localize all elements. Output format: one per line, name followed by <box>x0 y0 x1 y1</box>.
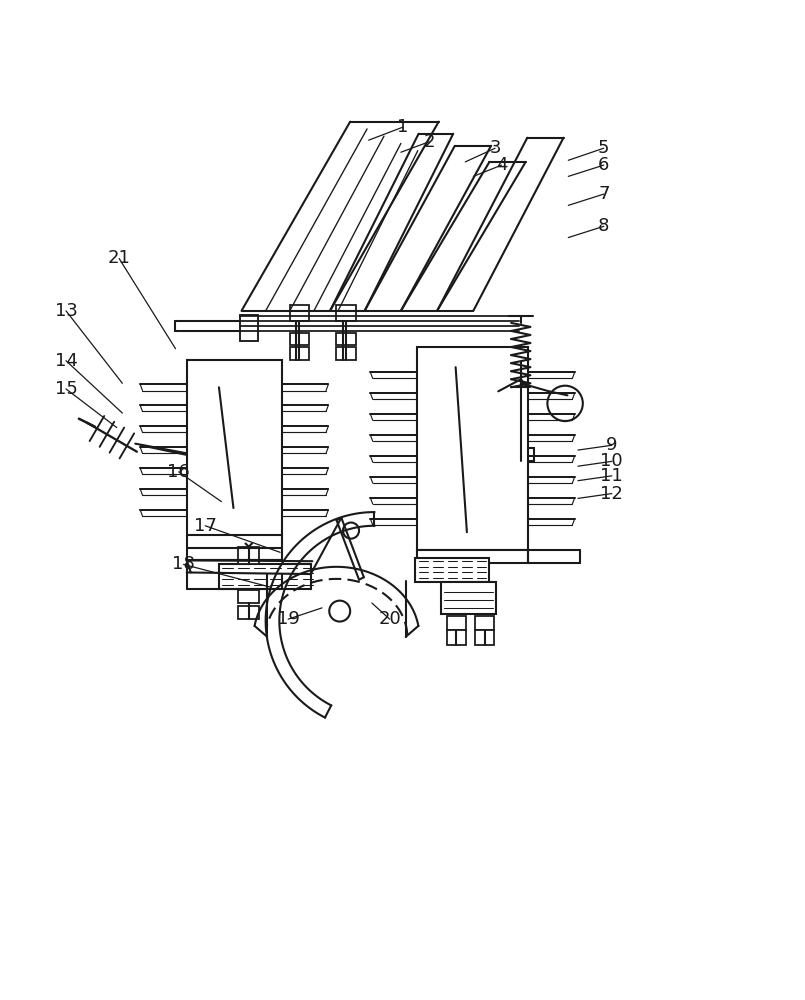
Bar <box>447 630 466 645</box>
Text: 13: 13 <box>55 302 77 320</box>
Text: 21: 21 <box>108 249 130 267</box>
Text: 19: 19 <box>277 610 299 628</box>
Text: 5: 5 <box>598 139 609 157</box>
Bar <box>336 333 356 345</box>
Bar <box>238 547 259 564</box>
Bar <box>240 315 258 341</box>
Text: 12: 12 <box>601 485 623 503</box>
Bar <box>290 305 309 321</box>
Text: 17: 17 <box>194 517 217 535</box>
Text: 1: 1 <box>397 118 408 136</box>
Bar <box>187 360 282 535</box>
Text: 15: 15 <box>55 380 77 398</box>
Bar <box>417 347 528 550</box>
Text: 9: 9 <box>606 436 617 454</box>
Text: 4: 4 <box>496 156 507 174</box>
Text: 7: 7 <box>598 185 609 203</box>
Bar <box>238 590 259 603</box>
Text: 14: 14 <box>55 352 77 370</box>
Bar <box>290 333 309 345</box>
Text: 11: 11 <box>601 467 623 485</box>
Text: 18: 18 <box>172 555 195 573</box>
Bar <box>417 550 528 563</box>
Text: 6: 6 <box>598 156 609 174</box>
Bar <box>415 558 489 582</box>
Bar <box>475 616 494 630</box>
Text: 10: 10 <box>601 452 623 470</box>
Bar <box>336 305 356 321</box>
Bar <box>290 347 309 360</box>
Bar <box>441 582 496 614</box>
Bar <box>238 606 259 619</box>
Text: 2: 2 <box>423 133 435 151</box>
Text: 3: 3 <box>489 139 501 157</box>
Bar <box>447 616 466 630</box>
Text: 16: 16 <box>167 463 190 481</box>
Bar <box>219 564 311 589</box>
Text: 8: 8 <box>598 217 609 235</box>
Bar <box>336 347 356 360</box>
Bar <box>508 448 534 461</box>
Text: 20: 20 <box>378 610 401 628</box>
Bar <box>475 630 494 645</box>
